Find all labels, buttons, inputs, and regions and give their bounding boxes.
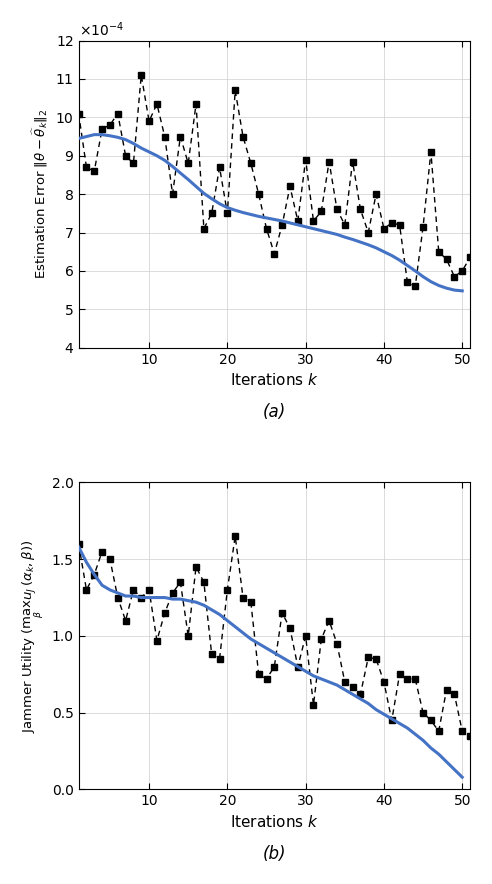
X-axis label: Iterations $k$: Iterations $k$ <box>230 372 319 388</box>
Text: (a): (a) <box>263 403 286 421</box>
Text: (b): (b) <box>263 845 286 863</box>
Y-axis label: Estimation Error $\|\theta - \widehat{\theta}_k\|_2$: Estimation Error $\|\theta - \widehat{\t… <box>31 109 50 279</box>
Y-axis label: Jammer Utility ($\max_{\beta} u_J(\alpha_k, \beta)$): Jammer Utility ($\max_{\beta} u_J(\alpha… <box>21 539 46 733</box>
X-axis label: Iterations $k$: Iterations $k$ <box>230 814 319 830</box>
